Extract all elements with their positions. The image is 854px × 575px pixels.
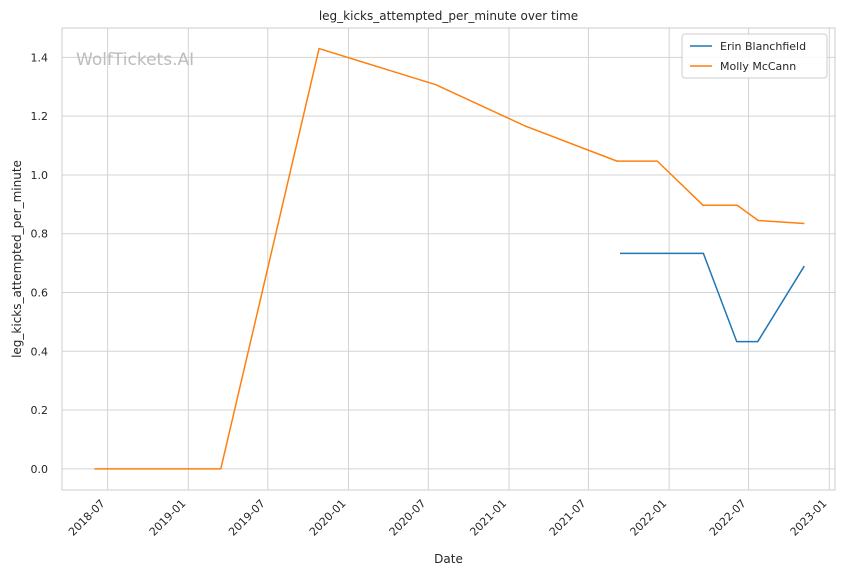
legend-label: Erin Blanchfield <box>720 40 806 53</box>
y-tick-label: 1.2 <box>31 110 49 123</box>
legend: Erin Blanchfield Molly McCann <box>681 33 828 79</box>
y-tick-label: 0.4 <box>31 345 49 358</box>
series-line <box>620 252 805 343</box>
y-tick-label: 0.0 <box>31 463 49 476</box>
series-layer <box>94 47 805 470</box>
series-line <box>94 47 805 470</box>
y-axis-ticks: 0.0 0.2 0.4 0.6 0.8 1.0 1.2 1.4 <box>31 51 49 475</box>
x-axis-label: Date <box>434 552 463 566</box>
y-tick-label: 1.4 <box>31 51 49 64</box>
watermark: WolfTickets.AI <box>76 50 194 70</box>
chart-title: leg_kicks_attempted_per_minute over time <box>319 9 578 23</box>
legend-label: Molly McCann <box>720 60 796 73</box>
legend-box <box>681 33 828 79</box>
y-axis-label: leg_kicks_attempted_per_minute <box>10 160 24 358</box>
y-tick-label: 0.6 <box>31 287 49 300</box>
axes-frame <box>61 27 836 491</box>
y-tick-label: 0.2 <box>31 404 49 417</box>
y-tick-label: 0.8 <box>31 228 49 241</box>
y-tick-label: 1.0 <box>31 169 49 182</box>
